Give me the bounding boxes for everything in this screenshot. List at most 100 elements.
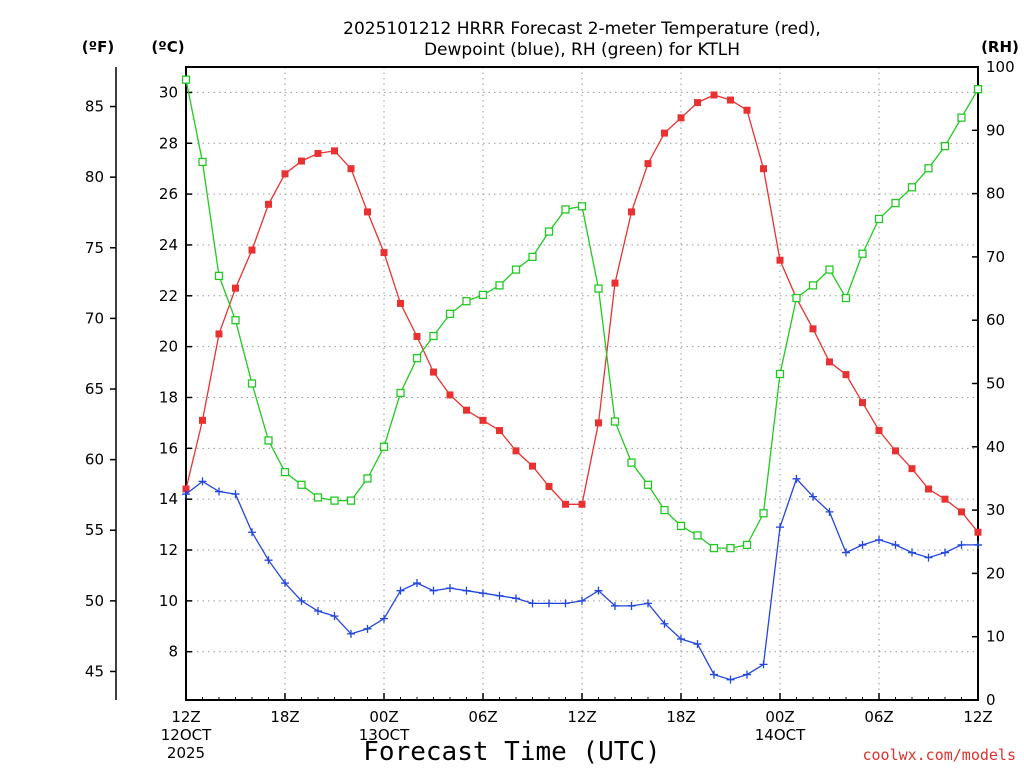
2-meter-temperature-point: [265, 200, 272, 208]
2-meter-temperature-point: [958, 508, 965, 516]
dewpoint-point: [198, 477, 207, 486]
2-meter-temperature-point: [743, 106, 751, 114]
rh-tick-label: 90: [986, 121, 1005, 139]
dewpoint-point: [231, 490, 240, 499]
rh-tick-label: 20: [986, 564, 1005, 582]
dewpoint-point: [330, 612, 339, 621]
rh-point: [577, 202, 587, 211]
2-meter-temperature-point: [875, 427, 883, 435]
dewpoint-point: [974, 540, 982, 549]
credit-text: coolwx.com/models: [862, 746, 1016, 764]
2-meter-temperature-point: [727, 96, 734, 104]
dewpoint-point: [347, 629, 355, 638]
rh-point: [874, 214, 884, 224]
celsius-tick-label: 24: [159, 236, 178, 254]
rh-point: [891, 198, 900, 208]
time-tick-label: 12Z: [567, 708, 596, 726]
rh-point: [181, 75, 191, 84]
2-meter-temperature-point: [545, 482, 553, 490]
dewpoint-point: [875, 535, 883, 544]
fahrenheit-unit-label: (ºF): [82, 38, 114, 56]
dewpoint-point: [182, 490, 190, 499]
rh-tick-label: 60: [986, 311, 1005, 329]
rh-point: [231, 316, 240, 325]
dewpoint-point: [693, 640, 702, 649]
time-tick-label: 12Z: [171, 708, 200, 726]
time-tick-label: 2025: [167, 744, 205, 762]
rh-point: [346, 496, 356, 505]
celsius-tick-label: 18: [159, 388, 178, 406]
dewpoint-point: [677, 634, 685, 643]
2-meter-temperature-point: [892, 447, 899, 455]
rh-point: [792, 293, 801, 303]
2-meter-temperature-point: [314, 149, 322, 157]
2-meter-temperature-point: [760, 165, 767, 173]
2-meter-temperature-point: [710, 91, 718, 99]
time-tick-label: 06Z: [864, 708, 893, 726]
dewpoint-point: [578, 596, 586, 605]
time-tick-label: 18Z: [270, 708, 299, 726]
rh-tick-label: 100: [986, 58, 1015, 76]
rh-point: [264, 436, 273, 445]
time-tick-label: 12OCT: [161, 726, 212, 744]
dewpoint-point: [743, 670, 751, 679]
celsius-tick-label: 30: [159, 83, 178, 101]
dewpoint-point: [380, 614, 388, 623]
chart-title-line-1: 2025101212 HRRR Forecast 2-meter Tempera…: [343, 19, 821, 39]
celsius-tick-label: 14: [159, 490, 178, 508]
dewpoint-series: [182, 474, 982, 684]
rh-point: [627, 458, 636, 467]
celsius-axis-ticks: 8 10 12 14 16 18 20 22 24 26 28 30: [159, 83, 192, 661]
rh-tick-label: 0: [986, 691, 996, 709]
dewpoint-point: [297, 596, 306, 605]
rh-point: [214, 271, 224, 281]
rh-point: [660, 505, 669, 515]
2-meter-temperature-point: [611, 279, 619, 287]
2-meter-temperature-point: [463, 406, 470, 414]
dewpoint-point: [429, 586, 438, 595]
dewpoint-point: [462, 586, 471, 595]
2-meter-temperature-point: [479, 416, 487, 424]
celsius-unit-label: (ºC): [151, 38, 184, 56]
dewpoint-point: [759, 660, 768, 669]
rh-tick-label: 80: [986, 185, 1005, 203]
dewpoint-point: [363, 624, 372, 633]
dewpoint-point: [776, 523, 784, 532]
fahrenheit-axis-ticks: 45 50 55 60 65 70 75 80 85: [85, 98, 116, 680]
fahrenheit-tick-label: 50: [85, 592, 104, 610]
rh-tick-label: 50: [986, 375, 1005, 393]
fahrenheit-tick-label: 55: [85, 521, 104, 539]
rh-point: [924, 164, 933, 173]
dewpoint-point: [594, 586, 603, 595]
rh-point: [528, 252, 537, 262]
grid: [186, 67, 978, 700]
2-meter-temperature-point: [562, 500, 569, 508]
dewpoint-point: [528, 599, 537, 608]
rh-point: [726, 543, 735, 553]
dewpoint-point: [495, 591, 504, 600]
rh-point: [445, 309, 455, 319]
x-axis-label: Forecast Time (UTC): [363, 737, 660, 767]
2-meter-temperature-point: [281, 170, 289, 178]
rh-point: [858, 249, 867, 258]
dewpoint-point: [842, 548, 850, 557]
dewpoint-point: [446, 584, 454, 593]
dewpoint-point: [660, 619, 669, 628]
dewpoint-point: [479, 589, 487, 598]
dewpoint-point: [891, 540, 900, 549]
2-meter-temperature-point: [529, 462, 536, 470]
2-meter-temperature-point: [199, 416, 206, 424]
time-tick-label: 00Z: [369, 708, 398, 726]
dewpoint-point: [941, 548, 949, 557]
rh-unit-label: (RH): [981, 38, 1019, 56]
2-meter-temperature-point: [809, 325, 817, 333]
rh-point: [957, 113, 966, 122]
rh-point: [594, 284, 603, 293]
2-meter-temperature-point: [248, 246, 256, 254]
celsius-tick-label: 12: [159, 541, 178, 559]
rh-point: [841, 293, 851, 303]
2-meter-temperature-point: [628, 208, 635, 216]
rh-point: [709, 543, 719, 553]
rh-point: [693, 531, 702, 540]
